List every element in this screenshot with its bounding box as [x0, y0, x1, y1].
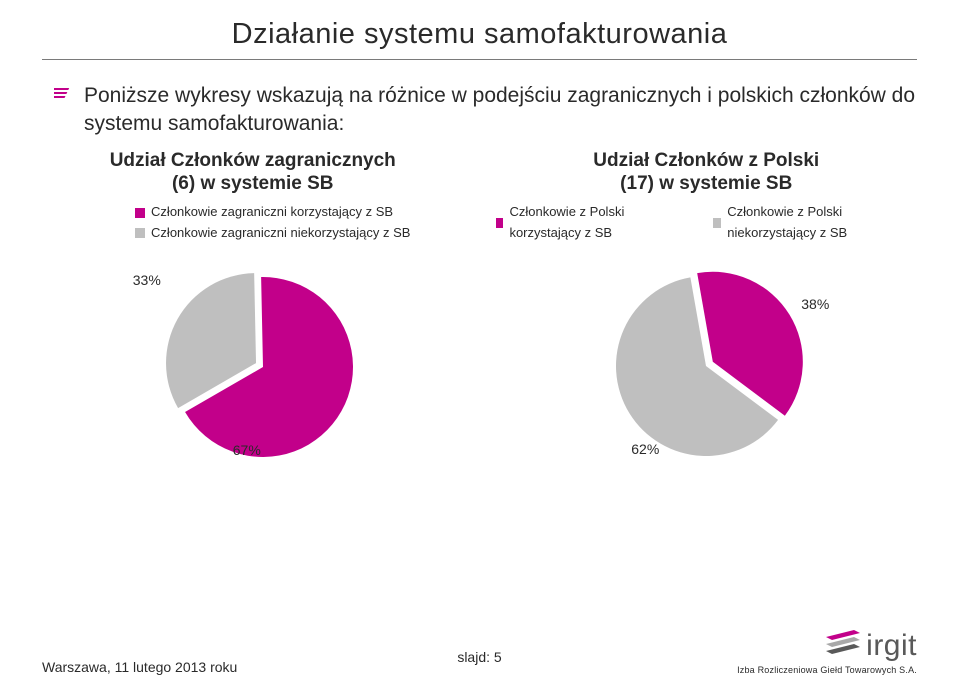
legend-item: Członkowie z Polski niekorzystający z SB — [713, 202, 917, 244]
bullet-row: Poniższe wykresy wskazują na różnice w p… — [54, 82, 917, 139]
pct-label: 62% — [631, 441, 659, 457]
footer-right: irgit Izba Rozliczeniowa Giełd Towarowyc… — [737, 629, 917, 675]
chart-right-legend: Członkowie z Polski korzystający z SB Cz… — [496, 202, 918, 244]
legend-label: Członkowie z Polski korzystający z SB — [509, 202, 685, 244]
bullet-text: Poniższe wykresy wskazują na różnice w p… — [84, 82, 917, 139]
legend-item: Członkowie z Polski korzystający z SB — [496, 202, 686, 244]
chart-left-title-line2: (6) w systemie SB — [172, 173, 334, 194]
legend-label: Członkowie zagraniczni korzystający z SB — [151, 202, 393, 223]
pie-left-wrap: 67% 33% — [123, 252, 383, 462]
irgit-logo: irgit — [737, 629, 917, 663]
chart-right-title: Udział Członków z Polski (17) w systemie… — [593, 149, 819, 197]
legend-item: Członkowie zagraniczni niekorzystający z… — [135, 223, 410, 244]
chart-right-title-line2: (17) w systemie SB — [620, 173, 792, 194]
chart-right: Udział Członków z Polski (17) w systemie… — [496, 149, 918, 466]
slide: Działanie systemu samofakturowania Poniż… — [0, 0, 959, 697]
pie-right-wrap: 38% 62% — [576, 256, 836, 466]
swatch-icon — [135, 228, 145, 238]
chart-left-legend: Członkowie zagraniczni korzystający z SB… — [135, 202, 410, 244]
legend-label: Członkowie zagraniczni niekorzystający z… — [151, 223, 410, 244]
pct-label: 38% — [801, 296, 829, 312]
swatch-icon — [496, 218, 504, 228]
title-underline — [42, 59, 917, 60]
charts-row: Udział Członków zagranicznych (6) w syst… — [42, 149, 917, 466]
pie-left-svg — [123, 252, 383, 462]
chart-left: Udział Członków zagranicznych (6) w syst… — [42, 149, 464, 466]
irgit-logo-icon — [826, 630, 860, 663]
bullet-icon — [54, 82, 74, 107]
footer: Warszawa, 11 lutego 2013 roku irgit Izba… — [42, 629, 917, 675]
chart-left-title: Udział Członków zagranicznych (6) w syst… — [110, 149, 396, 197]
irgit-logo-word: irgit — [866, 629, 917, 663]
swatch-icon — [135, 208, 145, 218]
pct-label: 67% — [233, 442, 261, 458]
pct-label: 33% — [133, 272, 161, 288]
irgit-logo-sub: Izba Rozliczeniowa Giełd Towarowych S.A. — [737, 665, 917, 675]
title-block: Działanie systemu samofakturowania — [42, 18, 917, 60]
legend-label: Członkowie z Polski niekorzystający z SB — [727, 202, 917, 244]
footer-left: Warszawa, 11 lutego 2013 roku — [42, 659, 237, 675]
chart-right-title-line1: Udział Członków z Polski — [593, 150, 819, 171]
chart-left-title-line1: Udział Członków zagranicznych — [110, 150, 396, 171]
page-title: Działanie systemu samofakturowania — [42, 18, 917, 51]
swatch-icon — [713, 218, 721, 228]
pie-right-svg — [576, 256, 836, 466]
legend-item: Członkowie zagraniczni korzystający z SB — [135, 202, 393, 223]
